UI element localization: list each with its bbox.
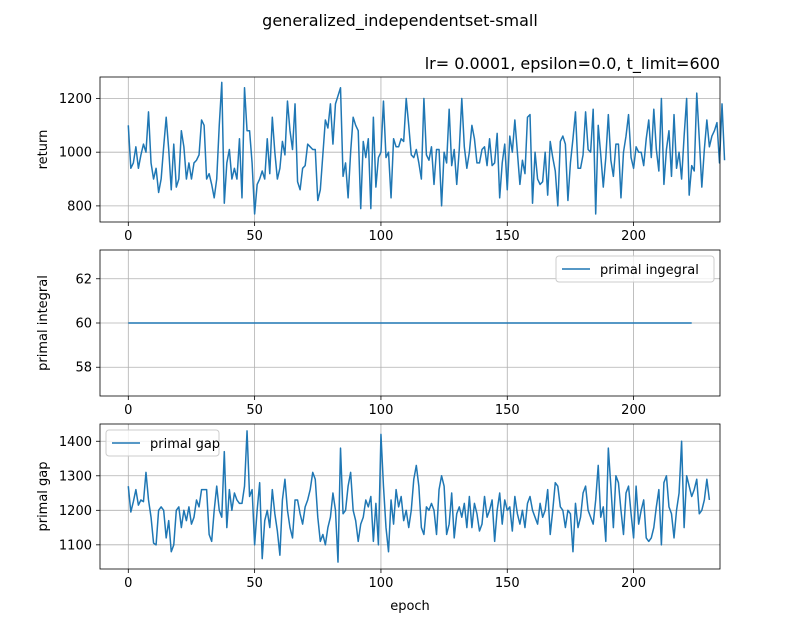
- legend-box: [555, 255, 715, 283]
- series-line-primal-gap: [127, 430, 711, 563]
- legend-entry: primal gap: [150, 437, 220, 452]
- panel-primal-gap: 0 50 100 150 200 1100 1200 1300 1400 primal gap ep…: [36, 423, 721, 614]
- x-tick-label: 150: [495, 229, 520, 244]
- subplot-title: lr= 0.0001, epsilon=0.0, t_limit=600: [425, 54, 720, 74]
- x-axis-label: epoch: [390, 599, 430, 614]
- x-tick-label: 100: [369, 229, 394, 244]
- x-tick-label: 200: [621, 576, 646, 591]
- x-tick-label: 0: [124, 403, 132, 418]
- x-tick-label: 50: [246, 229, 263, 244]
- y-axis-label: primal gap: [36, 461, 51, 531]
- y-tick-label: 1300: [59, 469, 92, 484]
- legend-entry: primal ingegral: [600, 263, 699, 278]
- y-tick-label: 1400: [59, 435, 92, 450]
- y-tick-label: 60: [75, 317, 92, 332]
- y-tick-label: 1000: [59, 146, 92, 161]
- x-tick-label: 0: [124, 229, 132, 244]
- x-tick-label: 150: [495, 403, 520, 418]
- x-tick-label: 100: [369, 403, 394, 418]
- figure-title: generalized_independentset-small: [262, 11, 538, 31]
- y-tick-label: 1100: [59, 538, 92, 553]
- x-tick-label: 150: [495, 576, 520, 591]
- y-axis-label: primal integral: [36, 275, 51, 371]
- y-tick-label: 800: [67, 199, 92, 214]
- y-tick-label: 62: [75, 272, 92, 287]
- x-tick-label: 200: [621, 403, 646, 418]
- panel-primal-integral: 0 50 100 150 200 58 60 62 primal integral primal …: [36, 249, 721, 418]
- x-tick-label: 50: [246, 403, 263, 418]
- panel-return: 0 50 100 150 200 800 1000 1200 return: [36, 76, 726, 244]
- y-tick-label: 1200: [59, 92, 92, 107]
- y-tick-label: 58: [75, 361, 92, 376]
- legend-box: [105, 429, 220, 457]
- x-tick-label: 50: [246, 576, 263, 591]
- axes-frame: [99, 423, 721, 570]
- y-tick-label: 1200: [59, 504, 92, 519]
- x-tick-label: 200: [621, 229, 646, 244]
- legend: primal ingegral: [555, 255, 715, 283]
- x-tick-label: 0: [124, 576, 132, 591]
- x-tick-label: 100: [369, 576, 394, 591]
- legend: primal gap: [105, 429, 220, 457]
- y-axis-label: return: [36, 130, 51, 170]
- axes-frame: [99, 76, 721, 223]
- series-line-return: [127, 81, 726, 215]
